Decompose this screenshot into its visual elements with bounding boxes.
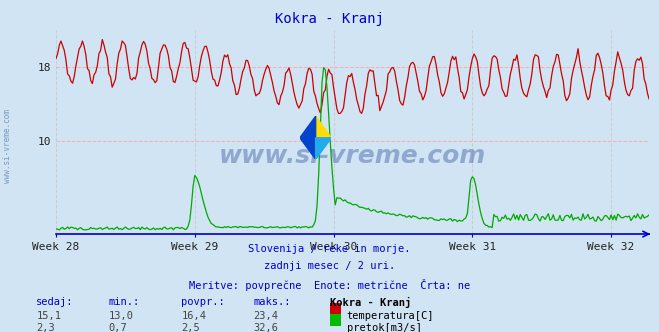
Text: 2,3: 2,3 — [36, 323, 55, 332]
Text: temperatura[C]: temperatura[C] — [347, 311, 434, 321]
Polygon shape — [316, 138, 331, 159]
Text: www.si-vreme.com: www.si-vreme.com — [3, 109, 13, 183]
Text: 0,7: 0,7 — [109, 323, 127, 332]
Text: Kokra - Kranj: Kokra - Kranj — [275, 12, 384, 26]
Text: Meritve: povprečne  Enote: metrične  Črta: ne: Meritve: povprečne Enote: metrične Črta:… — [189, 279, 470, 290]
Text: povpr.:: povpr.: — [181, 297, 225, 307]
Text: zadnji mesec / 2 uri.: zadnji mesec / 2 uri. — [264, 261, 395, 271]
Text: 16,4: 16,4 — [181, 311, 206, 321]
Text: Slovenija / reke in morje.: Slovenija / reke in morje. — [248, 244, 411, 254]
Polygon shape — [316, 116, 331, 138]
Text: 13,0: 13,0 — [109, 311, 134, 321]
Text: maks.:: maks.: — [254, 297, 291, 307]
Text: 2,5: 2,5 — [181, 323, 200, 332]
Polygon shape — [300, 116, 316, 159]
Text: pretok[m3/s]: pretok[m3/s] — [347, 323, 422, 332]
Text: 32,6: 32,6 — [254, 323, 279, 332]
Text: min.:: min.: — [109, 297, 140, 307]
Text: www.si-vreme.com: www.si-vreme.com — [219, 144, 486, 168]
Text: Kokra - Kranj: Kokra - Kranj — [330, 297, 411, 308]
Text: 15,1: 15,1 — [36, 311, 61, 321]
Text: sedaj:: sedaj: — [36, 297, 74, 307]
Text: 23,4: 23,4 — [254, 311, 279, 321]
